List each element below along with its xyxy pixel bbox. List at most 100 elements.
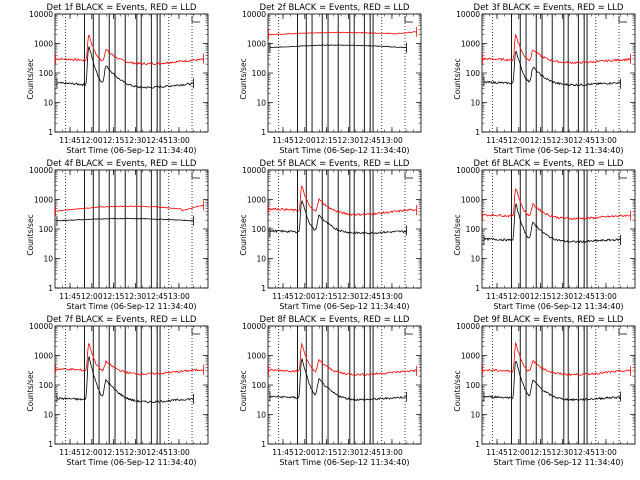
chart-panel-8: Det 8f BLACK = Events, RED = LLD 1 10 100 10… — [239, 315, 422, 467]
x-tick-label: 12:00 — [81, 136, 103, 145]
y-tick-label: 100 — [39, 225, 54, 234]
plot-frame — [267, 169, 422, 289]
y-tick-label: 1000 — [461, 40, 480, 49]
chart-title: Det 1f BLACK = Events, RED = LLD — [47, 3, 197, 13]
x-tick-label: 13:00 — [168, 136, 190, 145]
x-tick-label: 12:30 — [338, 448, 360, 457]
y-tick-label: 100 — [466, 225, 481, 234]
series-line-black — [483, 360, 621, 402]
bracket-marker — [191, 172, 201, 179]
series-line-red — [482, 188, 631, 221]
y-tick-label: 10 — [470, 99, 480, 108]
y-tick-label: 1000 — [34, 196, 53, 205]
y-axis-label: Counts/sec — [453, 58, 462, 99]
y-tick-label: 10 — [43, 411, 53, 420]
y-tick-label: 1 — [475, 440, 480, 449]
y-tick-label: 1 — [475, 128, 480, 137]
y-tick-label: 10000 — [29, 166, 53, 175]
x-tick-label: 12:00 — [294, 136, 316, 145]
y-tick-label: 1 — [261, 284, 266, 293]
y-tick-label: 1000 — [461, 196, 480, 205]
y-tick-label: 100 — [39, 69, 54, 78]
y-tick-label: 1 — [48, 284, 53, 293]
y-axis-label: Counts/sec — [26, 214, 35, 255]
bracket-marker — [618, 328, 628, 335]
y-axis-label: Counts/sec — [239, 58, 248, 99]
x-axis-label: Start Time (06-Sep-12 11:34:40) — [66, 458, 196, 467]
chart-panel-5: Det 5f BLACK = Events, RED = LLD 1 10 100 10… — [239, 159, 422, 311]
y-axis-label: Counts/sec — [239, 370, 248, 411]
chart-panel-9: Det 9f BLACK = Events, RED = LLD 1 10 100 10… — [453, 315, 636, 467]
y-tick-label: 10000 — [29, 10, 53, 19]
x-tick-label: 13:00 — [381, 292, 403, 301]
x-axis-label: Start Time (06-Sep-12 11:34:40) — [493, 302, 623, 311]
series-line-black — [483, 203, 621, 244]
y-tick-label: 1000 — [461, 352, 480, 361]
y-tick-label: 10000 — [456, 10, 480, 19]
y-tick-label: 10000 — [456, 322, 480, 331]
y-tick-label: 1 — [48, 128, 53, 137]
x-tick-label: 11:45 — [59, 292, 81, 301]
y-tick-label: 10000 — [242, 166, 266, 175]
y-tick-label: 100 — [466, 381, 481, 390]
x-axis-label: Start Time (06-Sep-12 11:34:40) — [493, 146, 623, 155]
x-tick-label: 12:15 — [103, 448, 125, 457]
y-axis-label: Counts/sec — [26, 58, 35, 99]
chart-title: Det 5f BLACK = Events, RED = LLD — [260, 159, 410, 169]
y-tick-label: 1000 — [247, 196, 266, 205]
x-axis-label: Start Time (06-Sep-12 11:34:40) — [279, 146, 409, 155]
x-tick-label: 12:30 — [552, 448, 574, 457]
chart-title: Det 2f BLACK = Events, RED = LLD — [260, 3, 410, 13]
y-axis-label: Counts/sec — [453, 370, 462, 411]
x-axis-label: Start Time (06-Sep-12 11:34:40) — [279, 458, 409, 467]
chart-panel-7: Det 7f BLACK = Events, RED = LLD 1 10 100 10… — [26, 315, 209, 467]
x-tick-label: 13:00 — [381, 448, 403, 457]
chart-title: Det 3f BLACK = Events, RED = LLD — [474, 3, 624, 13]
chart-panel-2: Det 2f BLACK = Events, RED = LLD 1 10 100 10… — [239, 3, 422, 155]
series-line-black — [56, 46, 194, 89]
x-axis-label: Start Time (06-Sep-12 11:34:40) — [493, 458, 623, 467]
x-tick-label: 12:45 — [573, 292, 595, 301]
y-tick-label: 10 — [470, 255, 480, 264]
chart-panel-3: Det 3f BLACK = Events, RED = LLD 1 10 100 10… — [453, 3, 636, 155]
x-tick-label: 12:15 — [103, 292, 125, 301]
y-axis-label: Counts/sec — [453, 214, 462, 255]
series-line-black — [269, 199, 407, 235]
y-tick-label: 10 — [256, 99, 266, 108]
y-tick-label: 1 — [48, 440, 53, 449]
y-tick-label: 1000 — [247, 40, 266, 49]
x-tick-label: 12:15 — [316, 292, 338, 301]
series-line-black — [269, 44, 407, 49]
y-tick-label: 1 — [261, 440, 266, 449]
x-tick-label: 13:00 — [168, 448, 190, 457]
plot-frame — [54, 325, 209, 445]
plot-frame — [54, 13, 209, 133]
x-tick-label: 13:00 — [168, 292, 190, 301]
plot-frame — [267, 13, 422, 133]
x-tick-label: 13:00 — [595, 292, 617, 301]
y-tick-label: 1 — [261, 128, 266, 137]
plot-frame — [54, 169, 209, 289]
plot-frame — [481, 13, 636, 133]
x-tick-label: 12:30 — [552, 292, 574, 301]
x-tick-label: 12:30 — [338, 136, 360, 145]
y-tick-label: 1000 — [247, 352, 266, 361]
x-tick-label: 12:45 — [359, 292, 381, 301]
plot-frame — [481, 169, 636, 289]
x-tick-label: 11:45 — [486, 136, 508, 145]
series-line-black — [56, 217, 194, 222]
x-tick-label: 12:00 — [294, 292, 316, 301]
chart-title: Det 4f BLACK = Events, RED = LLD — [47, 159, 197, 169]
series-line-black — [483, 50, 621, 87]
x-tick-label: 12:00 — [508, 292, 530, 301]
x-tick-label: 12:15 — [103, 136, 125, 145]
bracket-marker — [618, 172, 628, 179]
series-line-black — [56, 355, 194, 404]
y-tick-label: 100 — [252, 225, 267, 234]
plot-frame — [267, 325, 422, 445]
chart-panel-1: Det 1f BLACK = Events, RED = LLD 1 10 100 10… — [26, 3, 209, 155]
x-tick-label: 12:30 — [125, 448, 147, 457]
x-tick-label: 12:15 — [316, 448, 338, 457]
bracket-marker — [191, 328, 201, 335]
